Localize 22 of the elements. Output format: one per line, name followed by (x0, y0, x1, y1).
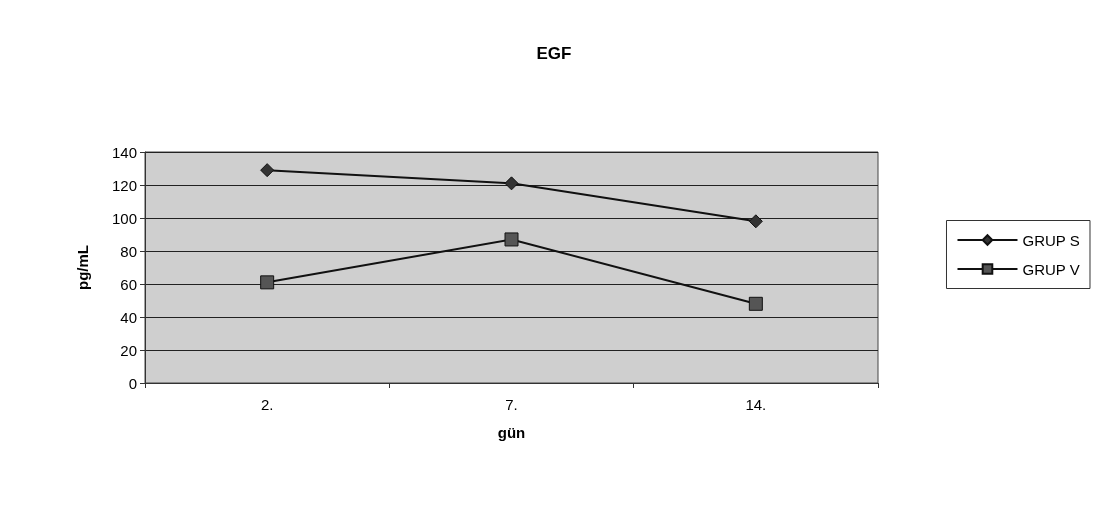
y-tick-label: 60 (120, 275, 137, 293)
y-tick-label: 20 (120, 341, 137, 359)
point (260, 163, 275, 178)
x-tick-label: 7. (505, 396, 518, 413)
point (504, 232, 519, 247)
point (504, 176, 519, 191)
x-axis-title: gün (497, 424, 526, 441)
y-axis-title: pg/mL (74, 245, 91, 290)
legend-label: GRUP S (1022, 231, 1080, 249)
y-tick-label: 40 (120, 308, 137, 326)
x-tick-label: 14. (745, 396, 767, 413)
point (748, 296, 763, 311)
y-tick-label: 120 (111, 176, 137, 194)
point (748, 214, 763, 229)
y-tick-label: 140 (111, 143, 137, 161)
y-tick-label: 100 (111, 209, 137, 227)
x-tick-label: 2. (260, 396, 274, 413)
chart-title: EGF (536, 44, 572, 63)
point (260, 275, 275, 290)
y-tick-label: 80 (120, 242, 137, 260)
y-tick-label: 0 (128, 374, 137, 392)
legend-label: GRUP V (1022, 260, 1080, 278)
